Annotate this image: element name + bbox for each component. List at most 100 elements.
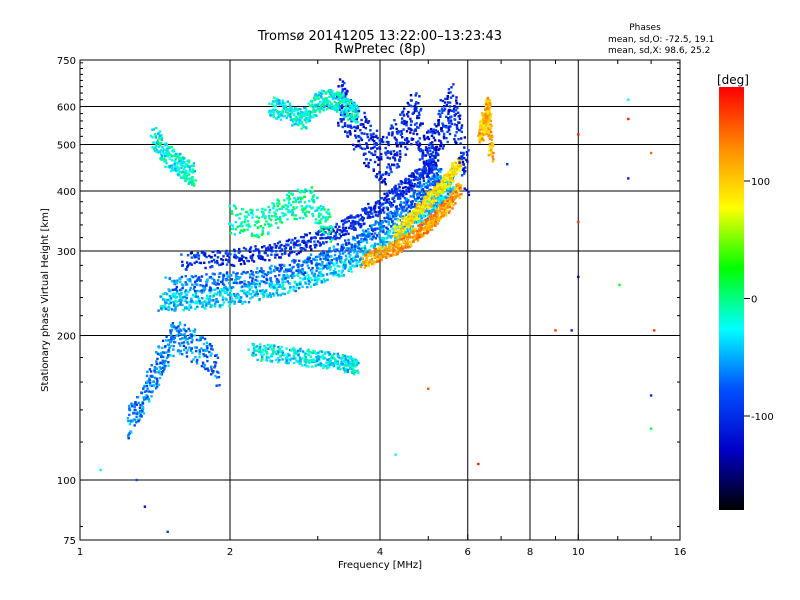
echo-point <box>377 222 381 226</box>
echo-point <box>282 277 285 281</box>
echo-point <box>288 108 292 111</box>
echo-point <box>422 206 425 209</box>
echo-point <box>368 224 372 228</box>
echo-point <box>322 227 326 231</box>
echo-point <box>457 138 460 141</box>
echo-point <box>354 255 357 258</box>
echo-point <box>426 135 430 139</box>
echo-point <box>394 123 398 126</box>
echo-point <box>381 197 384 200</box>
echo-point <box>416 172 419 175</box>
echo-point <box>395 225 398 229</box>
echo-point <box>224 258 228 261</box>
echo-point <box>242 270 245 274</box>
echo-point <box>388 231 391 234</box>
echo-point <box>360 225 363 228</box>
echo-point <box>455 96 458 99</box>
echo-point <box>410 218 413 222</box>
echo-point <box>342 233 345 236</box>
echo-point <box>316 276 319 279</box>
echo-point <box>393 136 396 139</box>
echo-point <box>403 196 407 200</box>
echo-point <box>328 95 331 98</box>
echo-point <box>425 225 429 228</box>
echo-point <box>363 266 367 269</box>
echo-point <box>298 120 301 124</box>
echo-point <box>316 265 319 268</box>
echo-point <box>313 272 317 275</box>
echo-point <box>311 213 314 216</box>
echo-point <box>432 131 436 134</box>
echo-point <box>158 144 162 147</box>
echo-point <box>381 227 384 230</box>
echo-point <box>310 105 313 108</box>
echo-point <box>234 207 238 210</box>
echo-point <box>251 277 254 280</box>
echo-point <box>313 277 316 280</box>
echo-point <box>363 247 367 250</box>
echo-point <box>416 212 419 215</box>
echo-point <box>269 345 272 349</box>
echo-point <box>260 233 264 236</box>
echo-point <box>411 138 415 141</box>
echo-point <box>390 248 393 251</box>
echo-point <box>329 89 332 92</box>
echo-point <box>348 226 351 230</box>
echo-point <box>260 292 263 295</box>
echo-point <box>434 184 437 187</box>
echo-point <box>303 201 307 204</box>
echo-point <box>257 236 261 239</box>
echo-point <box>175 300 178 304</box>
echo-point <box>202 290 205 293</box>
echo-point <box>432 136 436 139</box>
echo-point <box>346 247 349 250</box>
echo-point <box>385 195 388 198</box>
echo-point <box>319 275 322 278</box>
echo-point <box>307 276 311 279</box>
echo-point <box>417 204 420 207</box>
echo-point <box>227 260 230 264</box>
echo-point <box>445 115 448 118</box>
echo-point <box>447 205 450 208</box>
echo-point <box>270 281 273 284</box>
echo-point <box>275 292 279 295</box>
echo-point <box>368 233 371 236</box>
echo-point <box>222 274 226 277</box>
echo-point <box>356 250 359 253</box>
echo-point <box>366 250 370 254</box>
echo-point <box>400 235 404 239</box>
echo-point <box>421 220 425 223</box>
echo-point <box>179 292 183 295</box>
echo-point <box>318 206 321 209</box>
echo-point <box>455 99 458 102</box>
echo-point <box>313 103 317 106</box>
echo-point <box>431 132 434 135</box>
echo-point <box>319 364 323 368</box>
echo-point <box>341 94 344 97</box>
echo-point <box>126 434 130 437</box>
echo-point <box>393 227 397 230</box>
echo-point <box>403 119 406 123</box>
echo-point <box>329 356 333 360</box>
echo-point <box>265 273 268 277</box>
echo-point <box>238 247 241 251</box>
echo-point <box>381 203 384 206</box>
echo-point <box>234 297 238 300</box>
echo-point <box>165 162 168 165</box>
echo-point <box>364 260 367 263</box>
echo-point <box>349 267 353 270</box>
echo-point <box>429 160 432 163</box>
echo-point <box>394 191 397 194</box>
echo-point <box>264 258 267 262</box>
echo-point <box>235 281 238 284</box>
echo-point <box>328 351 331 354</box>
echo-point <box>214 302 217 305</box>
echo-point <box>302 207 305 210</box>
echo-point <box>318 254 322 258</box>
echo-point <box>222 276 225 279</box>
echo-point <box>449 196 452 199</box>
echo-point <box>431 206 435 209</box>
echo-point <box>288 282 292 285</box>
echo-point <box>442 124 446 128</box>
echo-point <box>348 255 351 259</box>
